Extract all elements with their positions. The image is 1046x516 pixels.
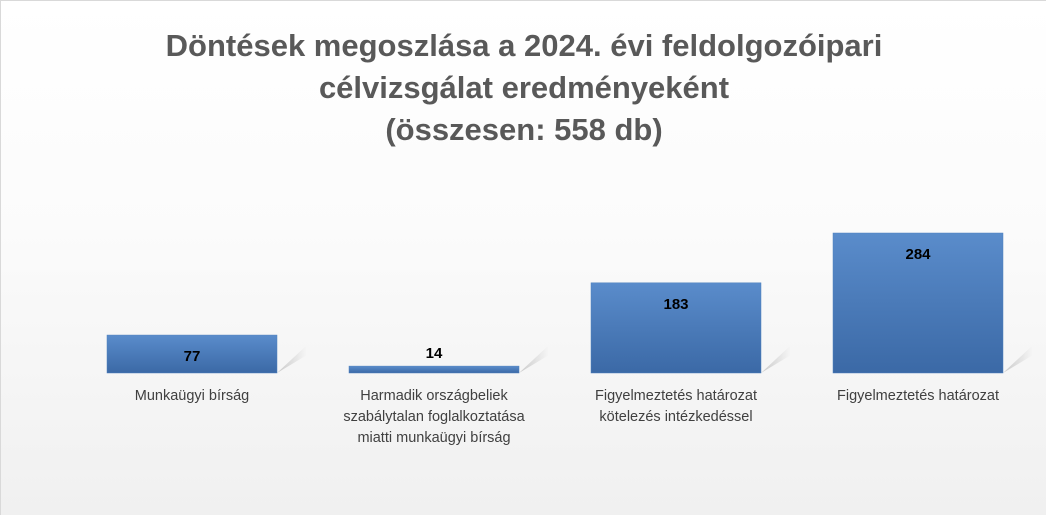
data-label: 14 <box>426 345 443 362</box>
bar-shadow <box>761 345 791 373</box>
bar-shadow <box>519 345 549 373</box>
bar <box>590 282 762 374</box>
bar-shadow <box>277 345 307 373</box>
data-label: 183 <box>663 296 688 313</box>
data-label: 77 <box>184 348 201 365</box>
x-tick-label: Figyelmeztetés határozat <box>837 388 999 404</box>
bar-shadow <box>1003 345 1033 373</box>
bar <box>832 232 1004 374</box>
bar <box>106 334 278 374</box>
data-label: 284 <box>905 246 931 263</box>
x-tick-label: Harmadik országbeliek szabálytalan fogla… <box>343 388 525 446</box>
bar <box>348 365 520 374</box>
chart-title: Döntések megoszlása a 2024. évi feldolgo… <box>165 28 883 147</box>
x-tick-label: Figyelmeztetés határozat kötelezés intéz… <box>595 388 757 425</box>
x-tick-label: Munkaügyi bírság <box>134 388 250 404</box>
